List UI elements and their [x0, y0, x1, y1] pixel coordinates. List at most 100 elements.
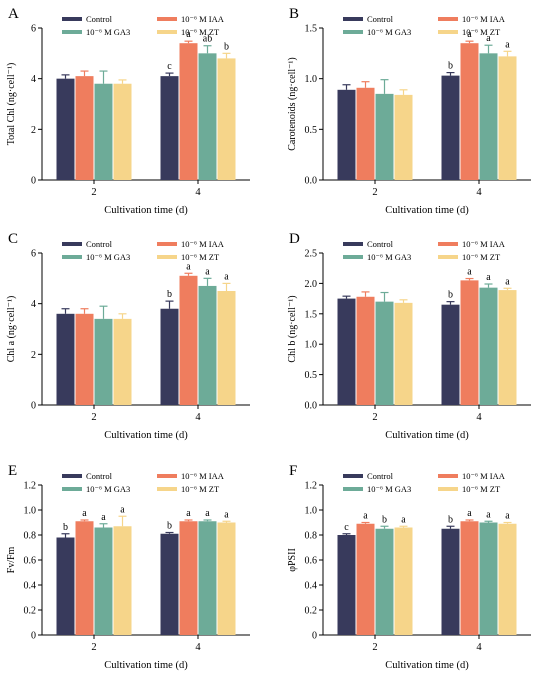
- bar: [460, 521, 479, 635]
- x-axis-label: Cultivation time (d): [385, 660, 469, 671]
- bar: [113, 83, 132, 180]
- bar: [160, 76, 179, 180]
- y-tick-label: 0: [312, 631, 317, 642]
- significance-letter: a: [205, 508, 210, 519]
- legend-label: 10⁻⁶ M IAA: [462, 14, 506, 24]
- y-tick-label: 1.0: [24, 506, 37, 517]
- y-tick-label: 6: [31, 249, 36, 260]
- bar: [198, 53, 217, 181]
- x-tick-label: 2: [91, 412, 96, 423]
- bar: [441, 75, 460, 180]
- legend-swatch: [62, 487, 82, 491]
- legend-label: Control: [86, 471, 113, 481]
- bar: [394, 527, 413, 635]
- y-tick-label: 0.4: [305, 581, 318, 592]
- significance-letter: ab: [203, 34, 212, 45]
- significance-letter: a: [82, 508, 87, 519]
- legend-label: 10⁻⁶ M ZT: [181, 252, 220, 262]
- y-axis-label: Total Chl (ng·cell⁻¹): [6, 63, 17, 146]
- y-tick-label: 2: [31, 350, 36, 361]
- panel-f: F 0 0.2 0.4 0.6 0.8 1.0 1.2 φPSII Cultivation tim…: [287, 463, 531, 671]
- bar: [394, 94, 413, 180]
- x-axis-label: Cultivation time (d): [104, 660, 188, 671]
- legend-label: Control: [367, 239, 394, 249]
- bar: [113, 526, 132, 635]
- bar: [94, 527, 113, 635]
- significance-letter: a: [505, 39, 510, 50]
- significance-letter: b: [448, 514, 453, 525]
- significance-letter: a: [486, 272, 491, 283]
- bar: [217, 291, 236, 405]
- x-axis-label: Cultivation time (d): [385, 430, 469, 441]
- legend-swatch: [438, 30, 458, 34]
- bar: [217, 522, 236, 635]
- y-axis-label: Chl a (ng·cell⁻¹): [6, 296, 17, 363]
- y-tick-label: 0.5: [305, 370, 318, 381]
- panel-letter: F: [289, 463, 297, 479]
- legend-swatch: [62, 255, 82, 259]
- panel-e: E 0 0.2 0.4 0.6 0.8 1.0 1.2 Fv/Fm Cultivation tim…: [6, 463, 250, 671]
- bar: [94, 318, 113, 405]
- legend-label: Control: [367, 14, 394, 24]
- bar: [394, 302, 413, 405]
- significance-letter: b: [167, 521, 172, 532]
- bar: [356, 523, 375, 635]
- bar: [375, 528, 394, 635]
- y-tick-label: 2.5: [305, 249, 318, 260]
- bar: [113, 318, 132, 405]
- x-axis-label: Cultivation time (d): [104, 430, 188, 441]
- legend-label: 10⁻⁶ M ZT: [181, 484, 220, 494]
- bar: [75, 521, 94, 635]
- panel-d: D 0.0 0.5 1.0 1.5 2.0 2.5 Chl b (ng·cell⁻¹) Cult…: [287, 231, 531, 441]
- legend-swatch: [157, 242, 177, 246]
- legend-label: 10⁻⁶ M IAA: [181, 471, 225, 481]
- y-tick-label: 0.8: [24, 531, 37, 542]
- y-tick-label: 0.2: [24, 606, 37, 617]
- panel-letter: D: [289, 231, 300, 247]
- bar: [460, 280, 479, 405]
- y-tick-label: 1.5: [305, 309, 318, 320]
- y-tick-label: 0.2: [305, 606, 318, 617]
- significance-letter: c: [344, 522, 349, 533]
- x-tick-label: 2: [91, 642, 96, 653]
- bar: [460, 43, 479, 181]
- y-tick-label: 1.5: [305, 24, 318, 35]
- x-tick-label: 2: [372, 187, 377, 198]
- x-tick-label: 4: [195, 642, 201, 653]
- significance-letter: a: [186, 261, 191, 272]
- legend-swatch: [438, 17, 458, 21]
- significance-letter: b: [448, 290, 453, 301]
- y-tick-label: 0.6: [24, 556, 37, 567]
- bar: [179, 43, 198, 181]
- bar: [498, 523, 517, 635]
- significance-letter: b: [167, 289, 172, 300]
- y-tick-label: 2: [31, 125, 36, 136]
- legend-swatch: [438, 255, 458, 259]
- x-tick-label: 4: [476, 187, 482, 198]
- significance-letter: a: [486, 509, 491, 520]
- y-tick-label: 4: [31, 299, 36, 310]
- bar: [337, 298, 356, 405]
- y-tick-label: 0.6: [305, 556, 318, 567]
- significance-letter: a: [224, 509, 229, 520]
- legend-swatch: [157, 17, 177, 21]
- legend-swatch: [343, 242, 363, 246]
- legend-swatch: [438, 487, 458, 491]
- bar: [94, 83, 113, 180]
- legend-label: Control: [367, 471, 394, 481]
- panel-letter: A: [8, 6, 19, 22]
- x-tick-label: 2: [372, 642, 377, 653]
- y-tick-label: 0: [31, 631, 36, 642]
- bar: [198, 285, 217, 405]
- legend-label: Control: [86, 239, 113, 249]
- significance-letter: c: [167, 61, 172, 72]
- legend-label: 10⁻⁶ M ZT: [181, 27, 220, 37]
- legend-swatch: [438, 242, 458, 246]
- significance-letter: a: [401, 514, 406, 525]
- significance-letter: a: [224, 271, 229, 282]
- bar: [56, 313, 75, 405]
- legend-label: 10⁻⁶ M GA3: [367, 252, 411, 262]
- y-tick-label: 6: [31, 24, 36, 35]
- bar: [337, 535, 356, 635]
- legend-swatch: [62, 474, 82, 478]
